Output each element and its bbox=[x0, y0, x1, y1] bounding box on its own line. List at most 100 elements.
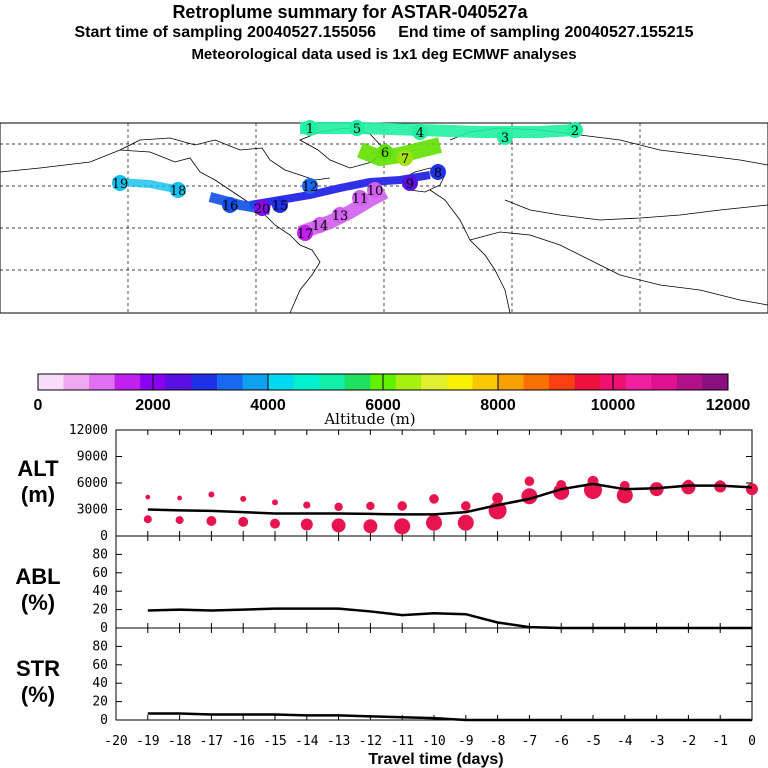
alt-lower-point bbox=[238, 516, 249, 527]
colorbar-swatch bbox=[63, 374, 90, 390]
plume-marker bbox=[402, 175, 418, 191]
plume-marker bbox=[332, 207, 348, 223]
alt-lower-point bbox=[746, 483, 758, 496]
panel-unit: (%) bbox=[21, 682, 55, 707]
x-tick-label: -5 bbox=[585, 734, 601, 749]
colorbar-swatch bbox=[38, 374, 65, 390]
plume-day-label: 6 bbox=[381, 146, 389, 161]
colorbar-swatch bbox=[344, 374, 371, 390]
plume-marker bbox=[112, 175, 128, 191]
colorbar-swatch bbox=[574, 374, 601, 390]
colorbar-swatch bbox=[625, 374, 652, 390]
plume-marker bbox=[297, 225, 313, 241]
colorbar-tick-label: 8000 bbox=[480, 397, 516, 414]
x-tick-label: 0 bbox=[748, 734, 756, 749]
x-tick-label: -6 bbox=[553, 734, 569, 749]
plume-day-label: 18 bbox=[170, 184, 187, 199]
plume-day-label: 11 bbox=[352, 192, 369, 207]
x-tick-label: -10 bbox=[422, 734, 445, 749]
y-tick-label: 9000 bbox=[77, 450, 108, 465]
colorbar-swatch bbox=[165, 374, 192, 390]
colorbar-swatch bbox=[114, 374, 141, 390]
plume-marker bbox=[312, 217, 328, 233]
plume-marker bbox=[302, 120, 318, 136]
y-tick-label: 60 bbox=[92, 566, 108, 581]
y-tick-label: 40 bbox=[92, 676, 108, 691]
plume-day-label: 4 bbox=[416, 126, 424, 141]
plume-marker bbox=[272, 197, 288, 213]
plume-marker bbox=[352, 190, 368, 206]
y-tick-label: 3000 bbox=[77, 503, 108, 518]
plume-marker bbox=[397, 150, 413, 166]
altitude-colorbar: 0 2000 4000 6000 8000 10000 12000 Altitude (m) bbox=[34, 373, 750, 428]
colorbar-tick-label: 2000 bbox=[135, 397, 171, 414]
plume-day-label: 16 bbox=[222, 199, 239, 214]
alt-lower-point bbox=[206, 515, 217, 526]
plume-day-label: 12 bbox=[302, 180, 319, 195]
colorbar-swatch bbox=[268, 374, 295, 390]
x-tick-label: -17 bbox=[200, 734, 223, 749]
plume-day-label: 5 bbox=[353, 122, 361, 137]
x-tick-label: -14 bbox=[295, 734, 319, 749]
x-tick-label: -11 bbox=[390, 734, 413, 749]
plume-day-label: 14 bbox=[312, 219, 329, 234]
x-tick-label: -19 bbox=[136, 734, 159, 749]
y-tick-label: 20 bbox=[92, 695, 108, 710]
plume-marker bbox=[412, 124, 428, 140]
alt-lower-point bbox=[270, 518, 280, 529]
y-tick-label: 0 bbox=[100, 529, 108, 544]
colorbar-tick-label: 6000 bbox=[365, 397, 401, 414]
x-tick-label: -1 bbox=[712, 734, 728, 749]
colorbar-swatch bbox=[651, 374, 678, 390]
alt-upper-point bbox=[461, 501, 471, 511]
alt-lower-point bbox=[457, 514, 474, 531]
alt-upper-point bbox=[208, 491, 215, 498]
y-tick-label: 6000 bbox=[77, 476, 108, 491]
x-tick-label: -2 bbox=[681, 734, 697, 749]
y-tick-label: 60 bbox=[92, 658, 108, 673]
colorbar-swatch bbox=[216, 374, 243, 390]
colorbar-swatch bbox=[319, 374, 346, 390]
alt-upper-point bbox=[145, 494, 151, 500]
plume-day-label: 17 bbox=[297, 227, 314, 242]
y-tick-label: 20 bbox=[92, 603, 108, 618]
x-tick-label: -3 bbox=[649, 734, 665, 749]
plume-day-label: 2 bbox=[571, 124, 579, 139]
plume-day-label: 15 bbox=[272, 199, 289, 214]
colorbar-swatch bbox=[523, 374, 550, 390]
plume-marker bbox=[497, 129, 513, 145]
alt-lower-point bbox=[175, 516, 184, 525]
x-tick-label: -16 bbox=[231, 734, 254, 749]
met-data-line: Meteorological data used is 1x1 deg ECMW… bbox=[191, 46, 577, 63]
colorbar-swatch bbox=[89, 374, 116, 390]
alt-lower-point bbox=[143, 515, 152, 524]
alt-lower-point bbox=[426, 514, 442, 531]
panel-frame bbox=[115, 627, 753, 721]
alt-upper-point bbox=[429, 494, 439, 504]
colorbar-swatch bbox=[242, 374, 269, 390]
plume-day-label: 19 bbox=[112, 177, 129, 192]
plume-day-label: 10 bbox=[367, 184, 384, 199]
panel-unit: (%) bbox=[21, 590, 55, 615]
plume-marker bbox=[567, 122, 583, 138]
alt-upper-point bbox=[240, 495, 247, 502]
colorbar-swatch bbox=[446, 374, 473, 390]
x-tick-label: -9 bbox=[458, 734, 474, 749]
chart-title: Retroplume summary for ASTAR-040527a bbox=[172, 2, 528, 22]
plume-day-label: 8 bbox=[434, 166, 442, 181]
alt-lower-point bbox=[331, 518, 346, 533]
colorbar-swatch bbox=[549, 374, 576, 390]
panel-unit: (m) bbox=[21, 482, 55, 507]
panel-label: ALT bbox=[17, 456, 59, 481]
plume-marker bbox=[430, 164, 446, 180]
colorbar-tick-label: 0 bbox=[34, 397, 43, 414]
alt-mean-line bbox=[147, 482, 753, 516]
x-tick-label: -18 bbox=[168, 734, 191, 749]
y-tick-label: 40 bbox=[92, 584, 108, 599]
alt-upper-point bbox=[366, 501, 375, 511]
x-tick-label: -20 bbox=[104, 734, 127, 749]
alt-lower-point bbox=[363, 519, 378, 534]
